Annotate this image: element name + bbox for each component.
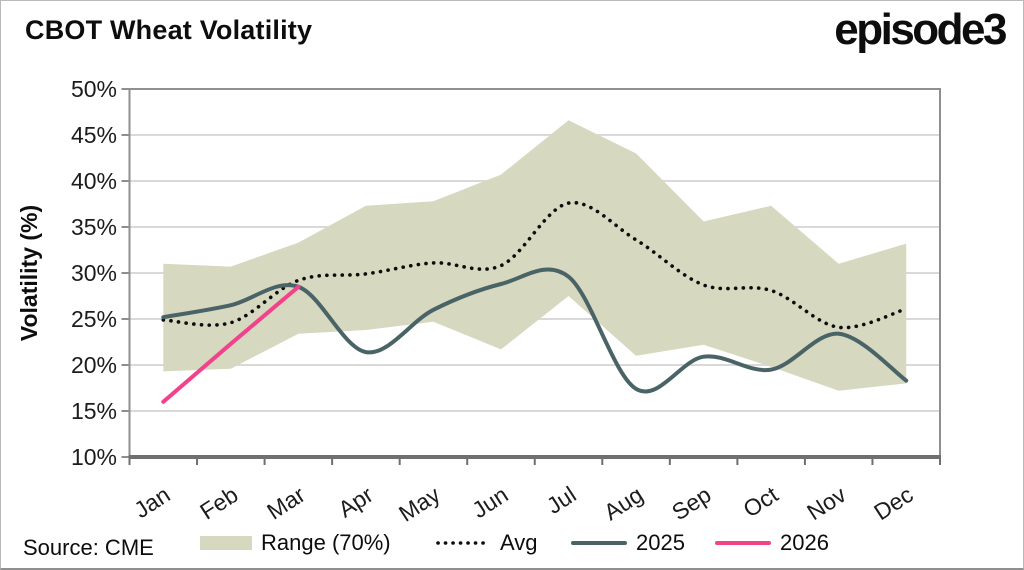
y-tick-label: 20% (70, 352, 117, 378)
series-2026-line (161, 284, 301, 404)
line-2025-sample (571, 541, 627, 545)
legend-label: 2026 (780, 530, 829, 555)
line-2026-sample (715, 541, 771, 545)
legend-item-2025: 2025 (571, 528, 685, 558)
y-tick-label: 25% (70, 306, 117, 332)
legend-label: 2025 (636, 530, 685, 555)
y-tick-label: 15% (70, 398, 117, 424)
y-tick-label: 10% (70, 444, 117, 470)
legend-label: Avg (500, 530, 538, 555)
legend-item-avg: Avg (435, 528, 538, 558)
range-band-swatch (200, 536, 252, 550)
y-tick-label: 50% (70, 76, 117, 102)
y-tick-label: 40% (70, 168, 117, 194)
page-title: CBOT Wheat Volatility (25, 15, 313, 45)
legend-item-range: Range (70%) (200, 528, 391, 558)
avg-line-sample (436, 541, 490, 545)
y-tick-label: 35% (70, 214, 117, 240)
range-band (163, 120, 907, 391)
legend-item-2026: 2026 (715, 528, 829, 558)
y-tick-label: 30% (70, 260, 117, 286)
legend-label: Range (70%) (261, 530, 391, 555)
y-tick-label: 45% (70, 122, 117, 148)
source-label: Source: CME (23, 535, 154, 560)
brand-logo: episode3 (834, 5, 1007, 54)
